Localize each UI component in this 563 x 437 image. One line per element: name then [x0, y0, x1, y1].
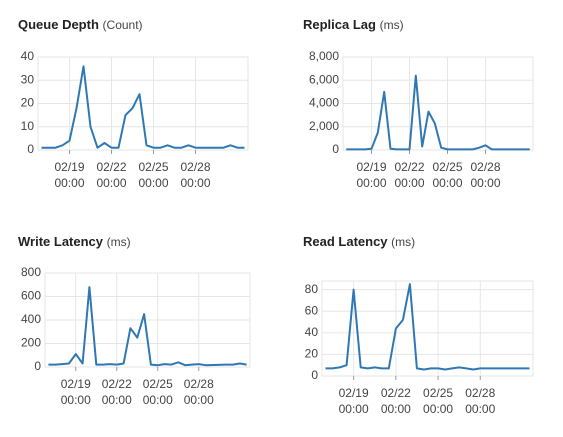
x-tick-label: 02/19 00:00	[338, 386, 369, 416]
y-tick-label: 800	[21, 265, 41, 279]
y-tick-label: 2,000	[309, 119, 339, 133]
x-tick-label: 02/28 00:00	[465, 386, 496, 416]
x-tick-label: 02/19 00:00	[60, 377, 91, 407]
y-tick-label: 0	[332, 142, 339, 156]
x-tick-label: 02/28 00:00	[183, 377, 214, 407]
y-tick-label: 20	[305, 347, 319, 361]
y-tick-label: 0	[311, 368, 318, 382]
chart-title: Write Latency (ms)	[18, 234, 131, 249]
y-tick-label: 20	[21, 96, 35, 110]
x-tick-label: 02/25 00:00	[423, 386, 454, 416]
x-tick-label: 02/19 00:00	[54, 160, 85, 190]
y-tick-label: 80	[305, 282, 319, 296]
title-text: Queue Depth	[18, 17, 99, 32]
y-tick-label: 40	[305, 325, 319, 339]
data-line	[48, 286, 247, 367]
y-tick-label: 0	[34, 359, 41, 373]
title-text: Read Latency	[303, 234, 388, 249]
y-tick-label: 30	[21, 72, 35, 86]
y-tick-label: 0	[27, 142, 34, 156]
title-text: Replica Lag	[303, 17, 376, 32]
unit-text: (ms)	[391, 235, 416, 249]
x-tick-label: 02/28 00:00	[180, 160, 211, 190]
y-tick-label: 6,000	[309, 72, 339, 86]
y-tick-label: 40	[21, 49, 35, 63]
x-tick-label: 02/25 00:00	[138, 160, 169, 190]
y-tick-label: 10	[21, 119, 35, 133]
y-tick-label: 60	[305, 303, 319, 317]
y-tick-label: 200	[21, 336, 41, 350]
unit-text: (ms)	[106, 235, 131, 249]
y-tick-label: 400	[21, 312, 41, 326]
y-tick-label: 8,000	[309, 49, 339, 63]
unit-text: (Count)	[102, 18, 143, 32]
data-line	[325, 283, 530, 371]
x-tick-label: 02/28 00:00	[470, 160, 501, 190]
chart-title: Replica Lag (ms)	[303, 17, 404, 32]
x-tick-label: 02/22 00:00	[394, 160, 425, 190]
title-text: Write Latency	[18, 234, 104, 249]
y-tick-label: 4,000	[309, 96, 339, 110]
chart-title: Queue Depth (Count)	[18, 17, 143, 32]
data-line	[346, 74, 530, 151]
x-tick-label: 02/25 00:00	[432, 160, 463, 190]
x-tick-label: 02/19 00:00	[356, 160, 387, 190]
x-tick-label: 02/22 00:00	[380, 386, 411, 416]
unit-text: (ms)	[379, 18, 404, 32]
x-tick-label: 02/25 00:00	[142, 377, 173, 407]
x-tick-label: 02/22 00:00	[101, 377, 132, 407]
data-line	[41, 65, 245, 149]
x-tick-label: 02/22 00:00	[96, 160, 127, 190]
y-tick-label: 600	[21, 289, 41, 303]
chart-title: Read Latency (ms)	[303, 234, 415, 249]
